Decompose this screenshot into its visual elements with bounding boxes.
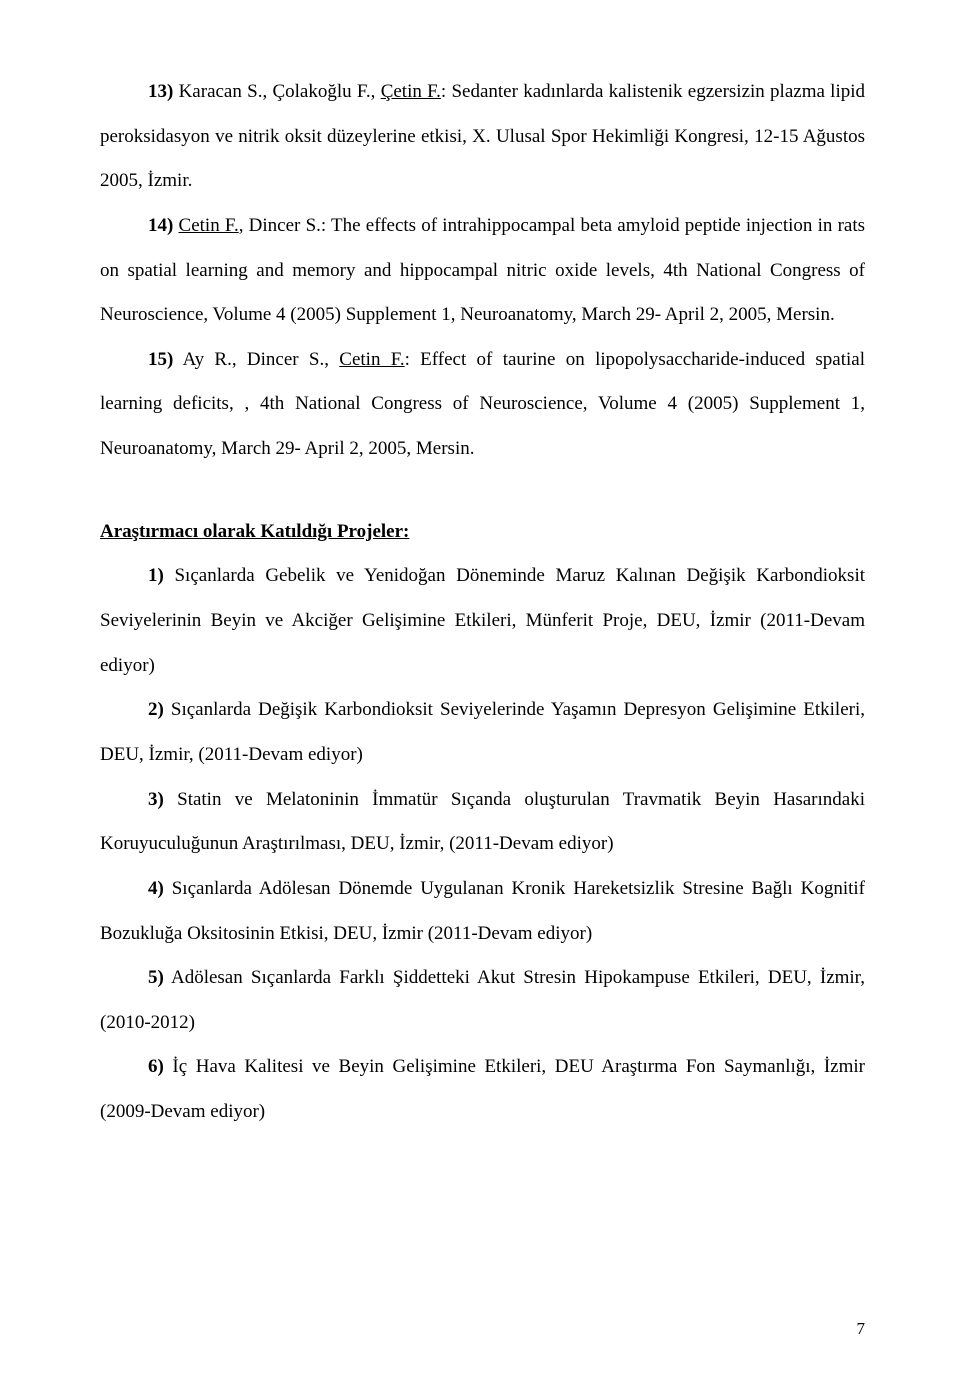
project-number: 2) — [148, 699, 164, 720]
project-text: Adölesan Sıçanlarda Farklı Şiddetteki Ak… — [100, 967, 865, 1033]
ref-authors: Karacan S., Çolakoğlu F., — [173, 81, 380, 102]
ref-author-underlined: Cetin F. — [179, 215, 239, 236]
ref-number: 13) — [148, 81, 173, 102]
reference-14: 14) Cetin F., Dincer S.: The effects of … — [100, 204, 865, 338]
reference-13: 13) Karacan S., Çolakoğlu F., Çetin F.: … — [100, 70, 865, 204]
ref-author-underlined: Cetin F. — [339, 349, 404, 370]
project-5: 5) Adölesan Sıçanlarda Farklı Şiddetteki… — [100, 956, 865, 1045]
reference-15: 15) Ay R., Dincer S., Cetin F.: Effect o… — [100, 338, 865, 472]
ref-number: 14) — [148, 215, 173, 236]
project-1: 1) Sıçanlarda Gebelik ve Yenidoğan Dönem… — [100, 554, 865, 688]
document-page: 13) Karacan S., Çolakoğlu F., Çetin F.: … — [0, 0, 960, 1374]
section-heading-projects: Araştırmacı olarak Katıldığı Projeler: — [100, 510, 865, 555]
project-2: 2) Sıçanlarda Değişik Karbondioksit Sevi… — [100, 688, 865, 777]
ref-authors: Ay R., Dincer S., — [173, 349, 339, 370]
project-text: Sıçanlarda Adölesan Dönemde Uygulanan Kr… — [100, 878, 865, 944]
project-text: Sıçanlarda Değişik Karbondioksit Seviyel… — [100, 699, 865, 765]
page-number: 7 — [857, 1319, 866, 1339]
project-number: 3) — [148, 789, 164, 810]
ref-author-underlined: Çetin F. — [381, 81, 441, 102]
ref-number: 15) — [148, 349, 173, 370]
project-6: 6) İç Hava Kalitesi ve Beyin Gelişimine … — [100, 1045, 865, 1134]
project-3: 3) Statin ve Melatoninin İmmatür Sıçanda… — [100, 778, 865, 867]
project-text: Statin ve Melatoninin İmmatür Sıçanda ol… — [100, 789, 865, 855]
project-number: 4) — [148, 878, 164, 899]
project-number: 1) — [148, 565, 164, 586]
project-text: Sıçanlarda Gebelik ve Yenidoğan Dönemind… — [100, 565, 865, 675]
project-number: 5) — [148, 967, 164, 988]
project-number: 6) — [148, 1056, 164, 1077]
project-text: İç Hava Kalitesi ve Beyin Gelişimine Etk… — [100, 1056, 865, 1122]
project-4: 4) Sıçanlarda Adölesan Dönemde Uygulanan… — [100, 867, 865, 956]
